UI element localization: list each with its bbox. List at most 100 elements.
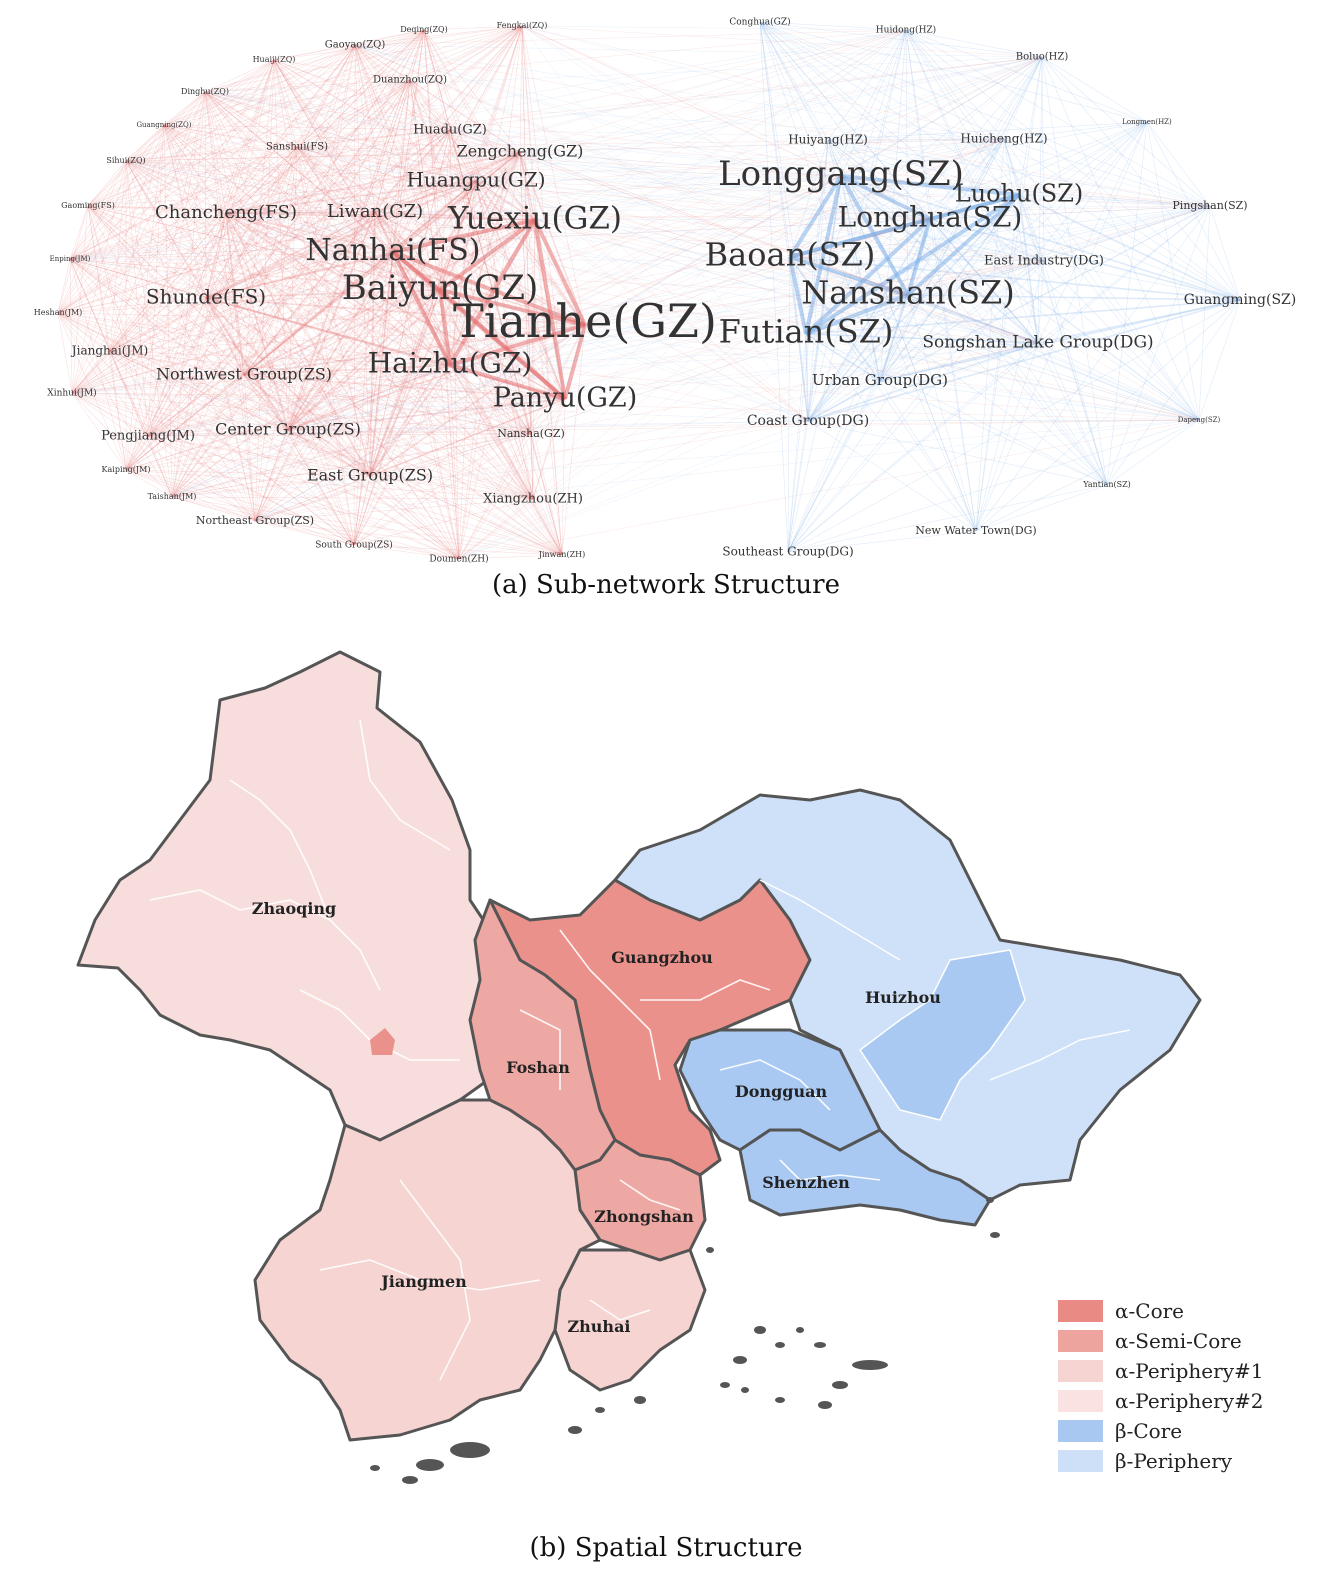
network-edge xyxy=(205,297,586,326)
network-edge xyxy=(296,29,907,148)
network-edge xyxy=(147,146,298,437)
network-edge xyxy=(458,398,566,560)
network-edge xyxy=(787,29,907,553)
network-edge xyxy=(530,219,536,435)
network-edge xyxy=(71,342,1039,394)
network-edge xyxy=(109,350,371,477)
network-edge xyxy=(805,260,1045,335)
network-edge xyxy=(1018,194,1108,486)
network-edge xyxy=(519,151,842,177)
network-edge xyxy=(475,175,842,182)
network-edge xyxy=(353,29,425,546)
network-edge xyxy=(204,91,245,376)
network-edge xyxy=(71,297,207,394)
network-edge xyxy=(409,79,566,400)
network-edge xyxy=(125,59,275,162)
network-edge xyxy=(171,44,356,498)
network-edge xyxy=(204,56,1043,93)
network-edge xyxy=(109,44,356,352)
network-edge xyxy=(87,205,111,352)
network-edge xyxy=(449,129,1045,262)
network-edge xyxy=(1037,205,1211,344)
network-edge xyxy=(69,258,1045,262)
network-edge xyxy=(1037,342,1108,486)
network-edge xyxy=(205,59,275,299)
network-edge xyxy=(125,44,356,471)
network-edge xyxy=(273,59,289,431)
network-edge xyxy=(296,146,586,326)
network-edge xyxy=(69,258,127,471)
network-edge xyxy=(125,364,451,471)
network-edge xyxy=(789,29,907,258)
network-edge xyxy=(254,420,809,522)
network-edge xyxy=(1003,138,1020,196)
network-edge xyxy=(71,392,127,471)
network-edge xyxy=(759,21,881,382)
network-edge xyxy=(204,91,394,253)
network-edge xyxy=(296,146,460,560)
network-edge xyxy=(147,289,441,437)
network-edge xyxy=(243,374,256,522)
network-edge xyxy=(205,219,536,299)
network-edge xyxy=(805,205,1211,335)
network-edge xyxy=(353,44,356,546)
network-edge xyxy=(296,146,394,253)
network-edge xyxy=(147,180,477,437)
network-edge xyxy=(171,496,534,500)
network-edge xyxy=(204,91,371,477)
network-edge xyxy=(204,91,460,560)
network-edge xyxy=(254,59,275,522)
network-edge xyxy=(296,146,355,546)
network-edge xyxy=(807,420,977,532)
network-edge xyxy=(287,429,460,560)
network-edge xyxy=(243,374,355,546)
network-edge xyxy=(449,129,566,400)
network-edge xyxy=(147,29,907,437)
network-edge xyxy=(475,180,532,435)
network-edge xyxy=(125,91,206,471)
network-edge xyxy=(827,139,1039,344)
network-edge xyxy=(787,530,977,553)
network-edge xyxy=(273,44,356,61)
network-edge xyxy=(449,56,1043,131)
network-edge xyxy=(147,211,376,437)
network-edge xyxy=(243,374,534,500)
network-edge xyxy=(87,205,245,376)
network-edge xyxy=(204,44,356,93)
network-edge xyxy=(87,205,532,435)
network-edge xyxy=(205,211,376,299)
network-edge xyxy=(204,79,411,93)
network-edge xyxy=(125,429,289,471)
network-edge xyxy=(534,219,909,296)
network-edge xyxy=(71,211,376,394)
region-jiangmen xyxy=(253,1098,602,1442)
network-edge xyxy=(57,25,523,314)
network-edge xyxy=(205,212,227,299)
network-edge xyxy=(163,124,521,153)
network-edge xyxy=(57,29,425,314)
network-edge xyxy=(423,29,441,291)
network-edge xyxy=(759,21,907,31)
network-node-label: Dinghu(ZQ) xyxy=(181,87,229,96)
network-edge xyxy=(807,260,1045,422)
network-edge xyxy=(71,91,206,394)
network-edge xyxy=(369,433,532,477)
network-edge xyxy=(171,79,411,498)
network-edge xyxy=(87,59,275,207)
network-edge xyxy=(521,25,931,220)
network-edge xyxy=(69,258,1039,344)
network-edge xyxy=(204,91,451,131)
network-edge xyxy=(205,297,532,435)
network-edge xyxy=(354,44,1039,344)
network-edge xyxy=(69,258,245,376)
network-edge xyxy=(1003,138,1200,421)
network-edge xyxy=(1043,260,1200,421)
network-edge xyxy=(69,258,532,435)
network-edge xyxy=(69,29,425,260)
network-edge xyxy=(57,205,89,314)
network-edge xyxy=(147,420,809,437)
network-edge xyxy=(929,218,1108,486)
network-edge xyxy=(254,342,1039,522)
network-edge xyxy=(125,29,425,162)
